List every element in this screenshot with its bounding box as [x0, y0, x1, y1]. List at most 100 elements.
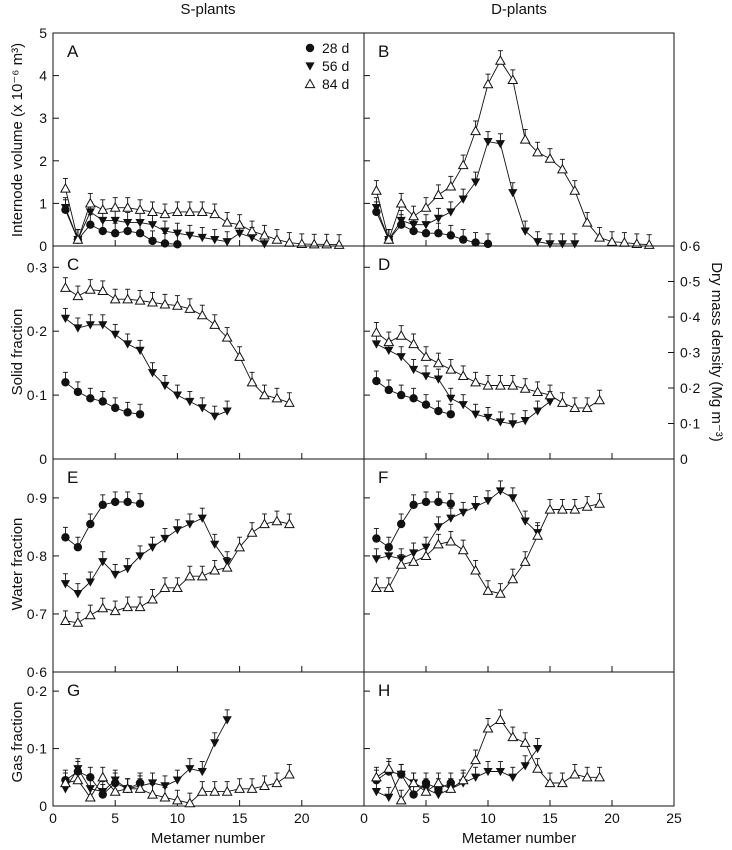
data-point [160, 227, 170, 236]
y2-tick-label: 0·3 [680, 345, 700, 361]
data-point [483, 413, 493, 423]
data-point [59, 615, 71, 626]
data-point [494, 379, 506, 390]
data-point [569, 402, 581, 412]
data-point [234, 351, 246, 361]
data-point [408, 556, 420, 566]
data-point [544, 389, 556, 400]
data-point [73, 590, 83, 599]
data-point [59, 282, 71, 292]
data-point [533, 238, 543, 247]
data-point [395, 559, 407, 569]
data-point [122, 601, 134, 612]
data-point [432, 189, 444, 199]
data-point [221, 786, 233, 796]
y-axis-label-solid: Solid fraction [9, 309, 26, 396]
y-tick-label: 0·8 [27, 548, 47, 564]
series-84-d [370, 50, 655, 249]
data-point [123, 408, 132, 417]
data-point [370, 326, 382, 337]
data-point [283, 397, 295, 407]
x-tick-label: 15 [542, 810, 558, 826]
y-tick-label: 3 [39, 110, 47, 126]
data-point [471, 178, 481, 187]
data-point [532, 146, 544, 157]
data-point [271, 515, 283, 526]
data-point [122, 293, 134, 304]
data-point [533, 744, 543, 754]
data-point [631, 238, 643, 248]
data-point [508, 494, 518, 503]
data-point [235, 229, 245, 238]
y-tick-label: 0·6 [27, 664, 47, 680]
data-point [383, 763, 395, 773]
data-point [606, 236, 618, 246]
panel-letter: E [67, 468, 78, 487]
data-point [210, 236, 220, 245]
y2-tick-label: 0 [680, 451, 688, 467]
data-point [482, 78, 494, 89]
data-point [507, 731, 519, 742]
data-point [594, 771, 606, 782]
data-point [185, 520, 195, 529]
data-point [519, 737, 531, 747]
x-tick-label: 20 [604, 810, 620, 826]
data-point [471, 773, 481, 782]
data-point [73, 543, 83, 552]
panel-f: F [363, 458, 675, 673]
y-tick-label: 0 [39, 798, 47, 814]
data-point [110, 330, 120, 339]
data-point [110, 570, 120, 580]
data-point [134, 294, 146, 305]
data-point [508, 773, 518, 782]
data-point [446, 231, 455, 240]
y-tick-label: 0·7 [27, 606, 47, 622]
data-point [97, 771, 109, 782]
data-point [594, 498, 606, 508]
data-point [409, 226, 418, 236]
data-point [544, 503, 556, 514]
series-line [375, 211, 489, 245]
panel-frame [363, 671, 675, 807]
x-axis-label-left: Metamer number [151, 830, 265, 847]
y-axis-label-volume: Internode volume (x 10⁻⁶ m³) [9, 43, 26, 237]
x-tick-label: 5 [422, 810, 430, 826]
data-point [234, 219, 246, 229]
series-line [376, 503, 600, 595]
series-28-d [372, 491, 455, 552]
data-point [471, 238, 480, 247]
series-28-d [61, 199, 182, 249]
data-point [532, 763, 544, 773]
data-point [494, 55, 506, 65]
data-point [98, 216, 108, 226]
y-tick-label: 0·9 [27, 490, 47, 506]
data-point [172, 391, 182, 400]
y-tick-label: 0·1 [27, 741, 47, 757]
data-point [246, 225, 258, 236]
data-point [222, 407, 232, 416]
data-point [283, 768, 295, 779]
y-tick-label: 0·1 [27, 387, 47, 403]
data-point [110, 216, 120, 226]
data-point [86, 394, 95, 403]
series-56-d [60, 197, 270, 249]
data-point [61, 533, 70, 542]
data-point [84, 284, 96, 294]
data-point [532, 386, 544, 396]
x-tick-label: 25 [666, 810, 682, 826]
data-point [159, 582, 171, 592]
data-point [222, 716, 232, 725]
data-point [470, 564, 482, 575]
column-title-d-plants: D-plants [491, 1, 547, 18]
series-56-d [371, 131, 580, 249]
data-point [371, 204, 381, 213]
data-point [371, 340, 381, 349]
data-point [494, 714, 506, 724]
data-point [433, 523, 443, 532]
data-point [197, 404, 207, 413]
series-56-d [60, 307, 232, 421]
data-point [296, 238, 308, 248]
data-point [409, 790, 418, 799]
data-point [160, 534, 170, 544]
